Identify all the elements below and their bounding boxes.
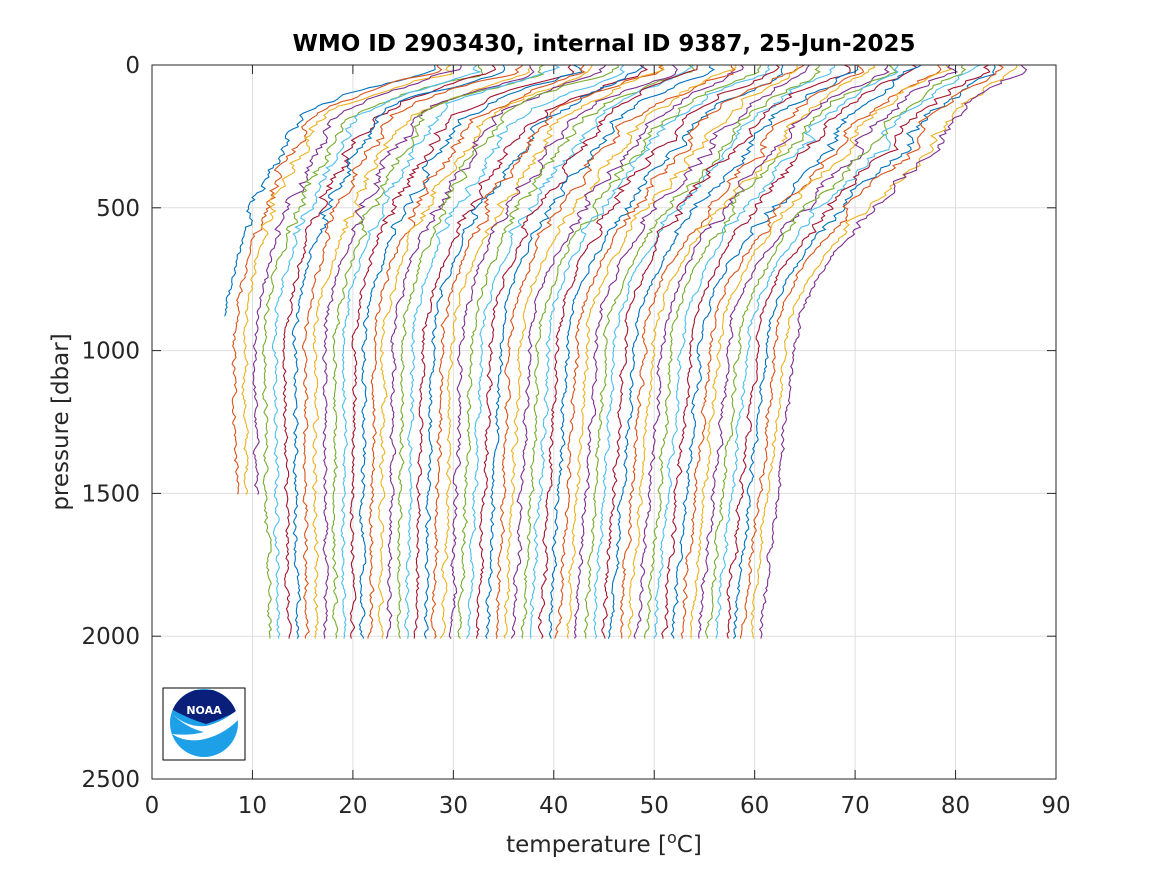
profile-line bbox=[396, 64, 619, 639]
profile-line bbox=[661, 64, 918, 639]
axes-box bbox=[151, 64, 1057, 780]
y-tick-label: 2500 bbox=[81, 767, 140, 793]
profile-line bbox=[271, 64, 482, 639]
x-axis-label-main: temperature [ bbox=[506, 832, 667, 858]
profile-line bbox=[367, 64, 586, 639]
x-axis-label: temperature [oC] bbox=[506, 828, 702, 858]
profile-line bbox=[510, 64, 744, 639]
profile-line bbox=[750, 64, 1018, 639]
profile-line bbox=[261, 64, 484, 639]
profile-line bbox=[653, 64, 899, 639]
y-tick-label: 0 bbox=[125, 53, 140, 79]
x-tick-label: 50 bbox=[640, 793, 669, 819]
profile-line bbox=[231, 64, 443, 495]
profile-line bbox=[485, 64, 715, 639]
profile-line bbox=[726, 64, 991, 639]
profile-line bbox=[607, 65, 859, 639]
profile-line bbox=[404, 64, 626, 639]
profile-line bbox=[537, 64, 780, 639]
profile-line bbox=[758, 64, 1028, 639]
profile-line bbox=[690, 64, 952, 639]
profile-line bbox=[619, 64, 865, 639]
profile-line bbox=[349, 64, 575, 639]
profile-line bbox=[529, 64, 771, 639]
x-tick-label: 90 bbox=[1041, 793, 1070, 819]
profile-line bbox=[633, 64, 890, 639]
x-axis-label-end: C] bbox=[677, 832, 702, 858]
profile-line bbox=[448, 64, 678, 639]
profile-line bbox=[739, 64, 1004, 639]
profile-line bbox=[704, 64, 967, 639]
x-tick-label: 80 bbox=[941, 793, 970, 819]
profile-line bbox=[495, 64, 736, 639]
noaa-logo: NOAA bbox=[162, 687, 246, 761]
y-tick-label: 1500 bbox=[81, 481, 140, 507]
x-tick-label: 20 bbox=[338, 793, 367, 819]
profile-line bbox=[566, 65, 798, 639]
profile-line bbox=[627, 64, 876, 639]
profile-line bbox=[601, 64, 851, 639]
profile-line bbox=[377, 64, 593, 639]
profile-line bbox=[385, 64, 607, 639]
profile-line bbox=[302, 64, 524, 639]
x-axis-label-superscript: o bbox=[667, 828, 677, 847]
profile-line bbox=[583, 64, 822, 639]
logo-text: NOAA bbox=[186, 704, 222, 717]
profile-line bbox=[430, 64, 665, 639]
profile-line bbox=[291, 64, 506, 639]
ticks: 0 10 20 30 40 50 60 70 80 90 0 500 1000 1500 2000 2500 bbox=[81, 53, 1070, 819]
profile-line bbox=[592, 64, 836, 639]
chart-title: WMO ID 2903430, internal ID 9387, 25-Jun… bbox=[292, 31, 915, 57]
profile-line bbox=[457, 64, 695, 639]
x-tick-label: 10 bbox=[238, 793, 267, 819]
profile-line bbox=[680, 64, 942, 639]
profile-line bbox=[573, 64, 810, 639]
profile-line bbox=[252, 65, 462, 495]
y-tick-label: 1000 bbox=[81, 339, 140, 365]
profile-line bbox=[331, 64, 545, 639]
x-tick-label: 0 bbox=[145, 793, 160, 819]
profiles bbox=[224, 64, 1028, 639]
profile-line bbox=[224, 64, 436, 317]
y-tick-label: 2000 bbox=[81, 624, 140, 650]
noaa-emblem-icon bbox=[170, 689, 238, 757]
profile-line bbox=[520, 64, 762, 639]
plot-area bbox=[152, 65, 1056, 779]
profile-line bbox=[554, 64, 805, 639]
profile-line bbox=[548, 64, 784, 639]
profile-line bbox=[358, 64, 583, 639]
x-tick-label: 30 bbox=[439, 793, 468, 819]
profile-line bbox=[466, 64, 694, 639]
profile-line bbox=[475, 64, 698, 639]
y-tick-label: 500 bbox=[96, 196, 140, 222]
profile-line bbox=[241, 64, 453, 495]
profile-line bbox=[670, 64, 922, 639]
profile-line bbox=[643, 64, 898, 639]
x-tick-label: 60 bbox=[740, 793, 769, 819]
y-axis-label: pressure [dbar] bbox=[48, 333, 74, 510]
x-tick-label: 70 bbox=[840, 793, 869, 819]
profile-line bbox=[732, 64, 996, 639]
profile-line bbox=[413, 64, 649, 639]
profile-line bbox=[311, 64, 531, 639]
profile-line bbox=[503, 64, 737, 639]
profile-line bbox=[423, 64, 645, 639]
profile-line bbox=[340, 64, 561, 639]
profile-line bbox=[282, 64, 497, 639]
profile-line bbox=[714, 64, 981, 639]
profile-line bbox=[322, 64, 535, 639]
profile-line bbox=[439, 64, 664, 639]
x-tick-label: 40 bbox=[539, 793, 568, 819]
